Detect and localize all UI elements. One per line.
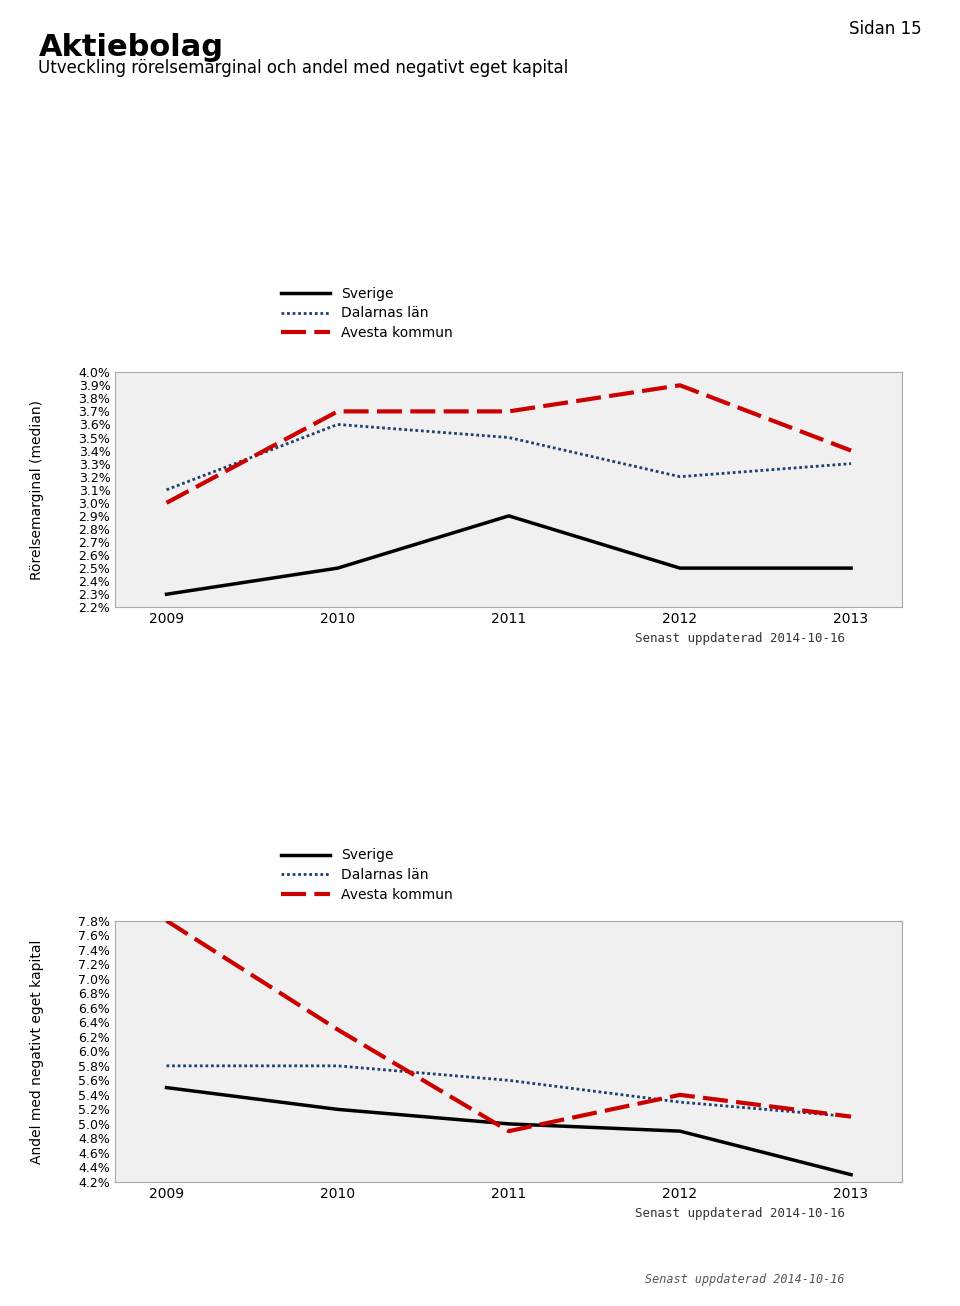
Text: Senast uppdaterad 2014-10-16: Senast uppdaterad 2014-10-16 bbox=[635, 632, 845, 645]
Text: Aktiebolag: Aktiebolag bbox=[38, 33, 224, 61]
Y-axis label: Rörelsemarginal (median): Rörelsemarginal (median) bbox=[31, 400, 44, 580]
Legend: Sverige, Dalarnas län, Avesta kommun: Sverige, Dalarnas län, Avesta kommun bbox=[276, 842, 458, 908]
Y-axis label: Andel med negativt eget kapital: Andel med negativt eget kapital bbox=[31, 939, 44, 1164]
Text: Senast uppdaterad 2014-10-16: Senast uppdaterad 2014-10-16 bbox=[645, 1273, 845, 1286]
Text: Sidan 15: Sidan 15 bbox=[849, 20, 922, 38]
Text: Utveckling rörelsemarginal och andel med negativt eget kapital: Utveckling rörelsemarginal och andel med… bbox=[38, 59, 568, 77]
Legend: Sverige, Dalarnas län, Avesta kommun: Sverige, Dalarnas län, Avesta kommun bbox=[276, 281, 458, 346]
Text: Senast uppdaterad 2014-10-16: Senast uppdaterad 2014-10-16 bbox=[635, 1207, 845, 1220]
